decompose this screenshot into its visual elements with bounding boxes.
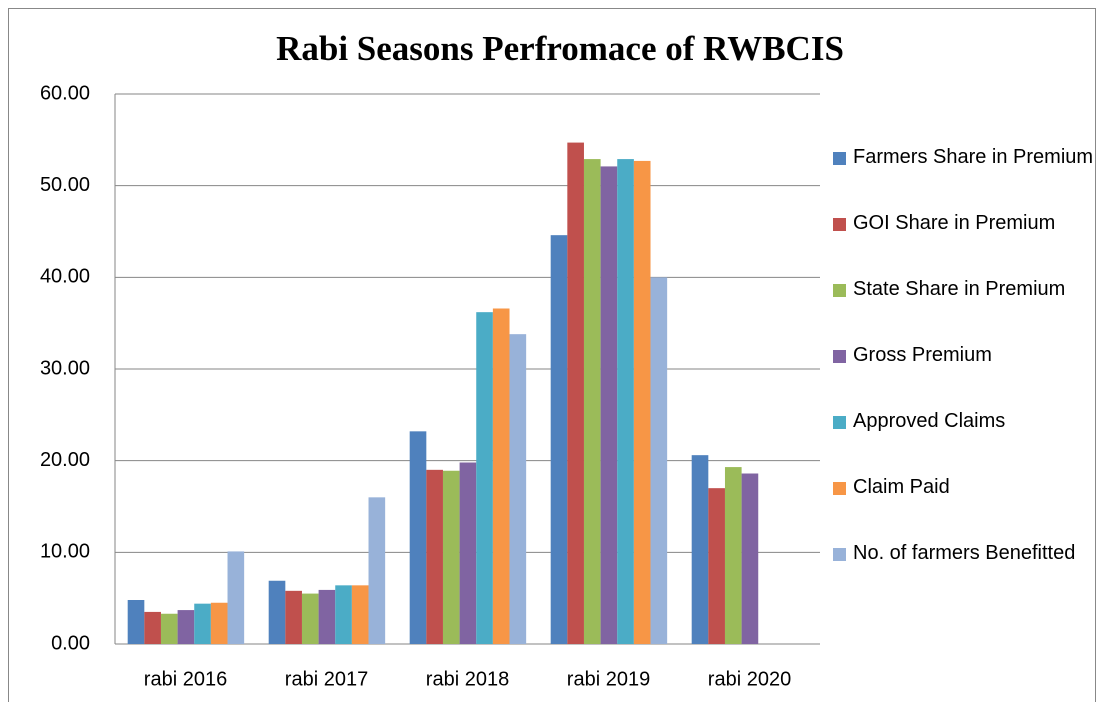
bar [650, 277, 668, 644]
legend-item: Farmers Share in Premium [833, 142, 1095, 173]
frame [8, 8, 1096, 702]
legend-item: GOI Share in Premium [833, 208, 1095, 239]
legend-item: No. of farmers Benefitted [833, 538, 1095, 569]
bar [318, 589, 336, 644]
bar [351, 585, 369, 644]
legend-label: No. of farmers Benefitted [853, 542, 1076, 564]
bar [285, 590, 302, 644]
x-tick-label: rabi 2018 [426, 668, 509, 690]
legend-label: GOI Share in Premium [853, 212, 1056, 234]
bar [476, 312, 493, 644]
y-tick-label: 60.00 [40, 82, 90, 104]
bar [550, 235, 568, 644]
bar [194, 603, 211, 644]
bar [583, 159, 601, 645]
legend-label: Claim Paid [853, 476, 950, 498]
bar [459, 462, 477, 644]
bar [567, 142, 584, 645]
y-tick-label: 0.00 [51, 632, 90, 654]
bar [144, 611, 161, 644]
bar [708, 488, 725, 644]
legend-label: Gross Premium [853, 344, 992, 366]
x-tick-label: rabi 2019 [567, 668, 650, 690]
bar [368, 497, 386, 644]
bar [409, 431, 427, 644]
legend-item: Claim Paid [833, 472, 1095, 503]
bar [268, 580, 286, 644]
bar [492, 308, 510, 644]
legend-swatch [833, 350, 846, 363]
bar [442, 470, 460, 644]
bar [210, 602, 228, 644]
legend-item: State Share in Premium [833, 274, 1095, 305]
legend-swatch [833, 152, 846, 165]
bar [509, 334, 527, 644]
bar [691, 455, 709, 644]
x-tick-label: rabi 2017 [285, 668, 368, 690]
y-tick-label: 20.00 [40, 449, 90, 471]
bar [227, 551, 245, 644]
y-tick-label: 40.00 [40, 266, 90, 288]
x-tick-label: rabi 2020 [708, 668, 791, 690]
legend-swatch [833, 218, 846, 231]
y-tick-label: 50.00 [40, 174, 90, 196]
bar [177, 610, 195, 644]
legend-swatch [833, 482, 846, 495]
bar [426, 469, 443, 644]
bar [633, 160, 651, 644]
bar [617, 159, 634, 645]
bar [301, 593, 319, 644]
bar [127, 600, 145, 644]
bar [600, 166, 618, 644]
x-tick-label: rabi 2016 [144, 668, 227, 690]
chart-title: Rabi Seasons Perfromace of RWBCIS [276, 29, 844, 68]
bar [335, 585, 352, 644]
y-tick-label: 30.00 [40, 357, 90, 379]
legend-label: Approved Claims [853, 410, 1006, 432]
bar [741, 473, 759, 644]
bar [160, 613, 178, 644]
legend-label: Farmers Share in Premium [853, 146, 1094, 168]
legend-swatch [833, 284, 846, 297]
y-tick-label: 10.00 [40, 541, 90, 563]
legend-swatch [833, 548, 846, 561]
legend-item: Gross Premium [833, 340, 1095, 371]
legend-item: Approved Claims [833, 406, 1095, 437]
legend-label: State Share in Premium [853, 278, 1066, 300]
legend-swatch [833, 416, 846, 429]
bar [724, 467, 742, 644]
